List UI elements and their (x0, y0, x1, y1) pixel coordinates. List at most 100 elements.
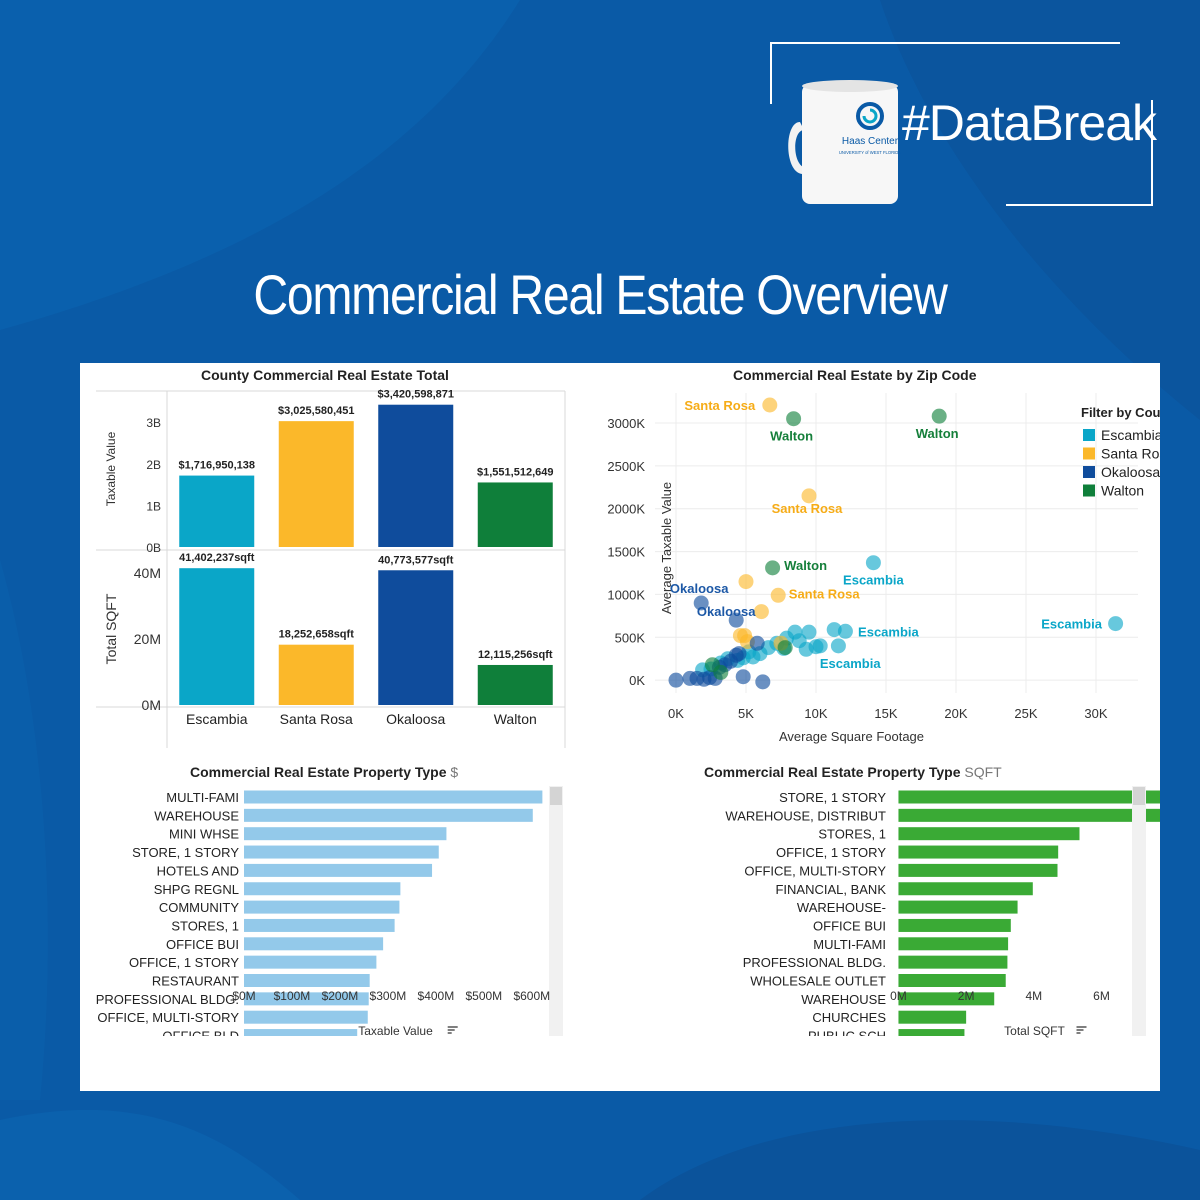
zip-chart-title: Commercial Real Estate by Zip Code (733, 367, 977, 383)
x-axis-label: Total SQFT (1004, 1024, 1065, 1038)
y-tick-label: 1B (146, 499, 161, 513)
hashtag: #DataBreak (902, 95, 1157, 151)
property-sqft-title-text: Commercial Real Estate Property Type (704, 764, 961, 780)
property-bar (898, 1029, 965, 1036)
y-tick-label: 500K (615, 630, 646, 645)
brand-frame (770, 42, 1120, 44)
property-type-label: OFFICE, 1 STORY (776, 845, 886, 860)
scrollbar-thumb (550, 787, 562, 805)
scatter-point (826, 622, 842, 638)
y-tick-label: 1500K (607, 545, 645, 560)
property-bar (898, 808, 1160, 822)
y-tick-label: 1000K (607, 587, 645, 602)
scatter-point (668, 672, 684, 688)
x-tick-label: 25K (1014, 706, 1037, 721)
point-annotation: Walton (770, 429, 813, 444)
property-bar (898, 1010, 967, 1024)
property-type-label: OFFICE, MULTI-STORY (97, 1010, 239, 1025)
property-type-label: OFFICE, 1 STORY (129, 955, 239, 970)
property-dollars-title-unit: $ (450, 764, 459, 780)
scatter-point (801, 624, 817, 640)
y-axis-label: Average Taxable Value (659, 482, 674, 614)
page-title: Commercial Real Estate Overview (253, 263, 948, 326)
x-tick-label: 0M (890, 989, 907, 1003)
x-tick-label: 2M (958, 989, 975, 1003)
property-type-label: OFFICE BUI (813, 918, 886, 933)
point-annotation: Okaloosa (670, 581, 729, 596)
property-type-label: OFFICE, MULTI-STORY (744, 863, 886, 878)
point-annotation: Walton (916, 426, 959, 441)
property-bar (244, 974, 370, 987)
sort-icon (1076, 1026, 1087, 1034)
scatter-point (801, 488, 817, 504)
legend-swatch (1083, 447, 1095, 460)
zip-scatter-chart: 0K 5K 10K 15K 20K 25K 30K 0K 500K 1000K 1500K 2000K… (607, 393, 1160, 744)
property-bar (898, 845, 1059, 859)
property-bar (244, 918, 395, 932)
scatter-point (762, 397, 778, 413)
county-bar (477, 482, 553, 547)
point-annotation: Santa Rosa (789, 586, 861, 601)
county-bar (378, 404, 454, 547)
property-type-label: SHPG REGNL (154, 882, 239, 897)
point-annotation: Escambia (858, 624, 919, 639)
property-type-label: MULTI-FAMI (813, 937, 886, 952)
scatter-point (770, 587, 786, 603)
legend-swatch (1083, 466, 1095, 478)
county-bar (179, 475, 255, 547)
scrollbar-track (1132, 786, 1146, 1036)
dashboard-panel: County Commercial Real Estate Total 0B 1B… (80, 363, 1160, 1091)
property-type-label: STORE, 1 STORY (779, 790, 886, 805)
property-dollars-title-text: Commercial Real Estate Property Type (190, 764, 447, 780)
scrollbar-thumb (1133, 787, 1145, 805)
bar-value-label: 41,402,237sqft (179, 552, 255, 564)
mug-subtitle: UNIVERSITY of WEST FLORIDA (839, 150, 901, 155)
x-tick-label: $600M (513, 989, 550, 1003)
y-tick-label: 20M (134, 631, 161, 647)
point-annotation: Escambia (843, 573, 904, 588)
property-sqft-chart: STORE, 1 STORY WAREHOUSE, DISTRIBUT STORES… (725, 786, 1160, 1038)
scatter-point (837, 623, 853, 639)
point-annotation: Santa Rosa (684, 398, 756, 413)
x-tick-label: $200M (322, 989, 359, 1003)
property-bar (898, 955, 1008, 969)
property-type-label: HOTELS AND (157, 863, 239, 878)
y-tick-label: 2000K (607, 502, 645, 517)
legend-item-label: Santa Rosa (1101, 446, 1160, 462)
property-type-label: MULTI-FAMI (166, 790, 239, 805)
sort-icon (447, 1026, 458, 1034)
x-axis-label: Average Square Footage (779, 729, 924, 744)
x-tick-label: 15K (874, 706, 897, 721)
x-axis-label: Taxable Value (358, 1024, 433, 1038)
scatter-point (693, 595, 709, 611)
property-bar (898, 863, 1058, 877)
x-tick-label: $100M (274, 989, 311, 1003)
property-bar (898, 790, 1160, 804)
property-type-label: STORES, 1 (171, 918, 239, 933)
brand-frame (1006, 204, 1153, 206)
property-type-label: RESTAURANT (152, 974, 239, 989)
y-axis-label: Total SQFT (103, 593, 119, 664)
scatter-point (749, 635, 765, 651)
property-type-label: PROFESSIONAL BLDG. (96, 992, 239, 1007)
property-type-label: STORE, 1 STORY (132, 845, 239, 860)
coffee-mug-logo: Haas Center UNIVERSITY of WEST FLORIDA (788, 80, 901, 204)
legend-item-label: Walton (1101, 483, 1144, 499)
property-bar (244, 900, 400, 914)
brand-frame (770, 42, 772, 104)
x-tick-label: 30K (1084, 706, 1107, 721)
property-bar (898, 900, 1018, 914)
scatter-point (765, 560, 781, 576)
property-type-label: CHURCHES (812, 1010, 886, 1025)
x-tick-label: 10K (804, 706, 827, 721)
x-tick-label: 0K (668, 706, 684, 721)
property-bar (244, 955, 377, 969)
county-totals-chart: 0B 1B 2B 3B Taxable Value $1,716,950,138 $3,02… (96, 389, 566, 748)
county-category-label: Walton (494, 711, 537, 727)
property-type-label: FINANCIAL, BANK (775, 882, 886, 897)
x-tick-label: 20K (944, 706, 967, 721)
county-bar (278, 421, 354, 547)
scatter-point (777, 640, 793, 656)
scatter-point (1108, 616, 1124, 632)
property-bar (244, 1010, 368, 1024)
